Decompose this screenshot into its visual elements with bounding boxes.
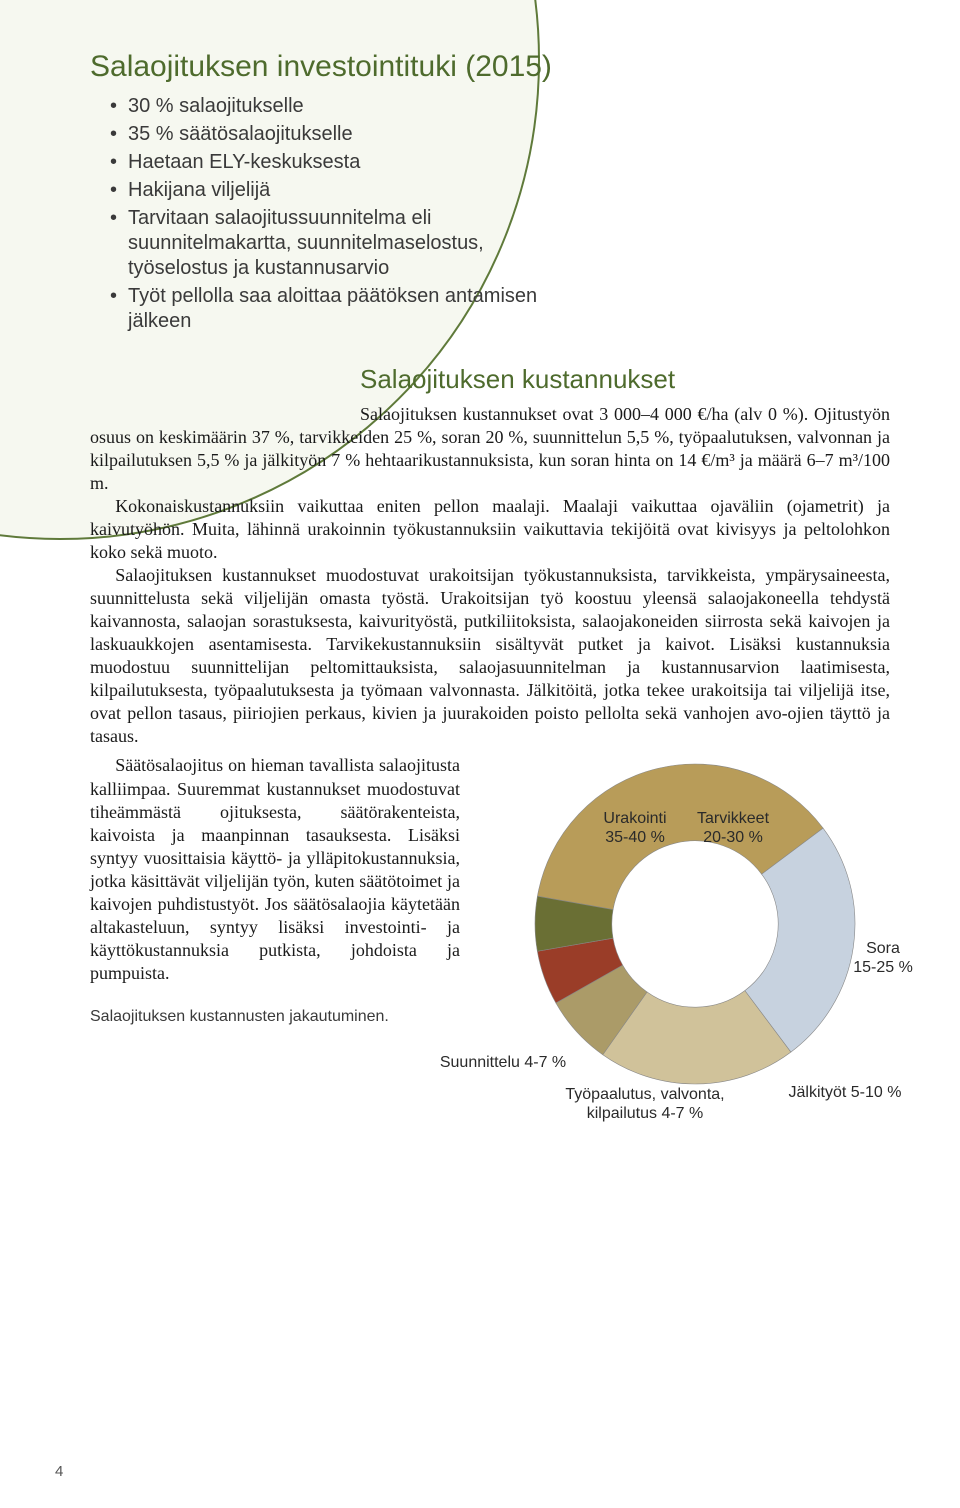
donut-label-jalkityot: Jälkityöt 5-10 % [760, 1084, 930, 1102]
bullet-item: Työt pellolla saa aloittaa päätöksen ant… [110, 284, 540, 334]
box-bullet-list: 30 % salaojitukselle 35 % säätösalaojitu… [110, 94, 540, 334]
side-paragraph: Säätösalaojitus on hieman tavallista sal… [90, 754, 460, 1027]
bullet-item: 35 % säätösalaojitukselle [110, 122, 540, 147]
donut-label-tarvikkeet: Tarvikkeet20-30 % [678, 810, 788, 847]
cost-donut-chart: Urakointi35-40 %Tarvikkeet20-30 %Sora15-… [480, 744, 910, 1104]
donut-label-suunnittelu: Suunnittelu 4-7 % [418, 1054, 588, 1072]
page-number: 4 [55, 1463, 63, 1480]
body-text: Salaojituksen kustannukset ovat 3 000–4 … [90, 403, 890, 748]
paragraph: Kokonaiskustannuksiin vaikuttaa eniten p… [90, 495, 890, 564]
donut-label-urakointi: Urakointi35-40 % [580, 810, 690, 847]
paragraph: Salaojituksen kustannukset muodostuvat u… [90, 564, 890, 748]
bullet-item: Haetaan ELY-keskuksesta [110, 150, 540, 175]
paragraph: Säätösalaojitus on hieman tavallista sal… [90, 754, 460, 984]
donut-label-tyopaalutus: Työpaalutus, valvonta, kilpailutus 4-7 % [560, 1086, 730, 1123]
paragraph: Salaojituksen kustannukset ovat 3 000–4 … [90, 404, 890, 493]
bullet-item: 30 % salaojitukselle [110, 94, 540, 119]
donut-label-sora: Sora15-25 % [798, 940, 960, 977]
bullet-item: Hakijana viljelijä [110, 178, 540, 203]
bullet-item: Tarvitaan salaojitussuunnitelma eli suun… [110, 206, 540, 281]
box-title: Salaojituksen investointituki (2015) [90, 50, 890, 84]
section-title: Salaojituksen kustannukset [360, 364, 890, 395]
chart-caption: Salaojituksen kustannusten jakautuminen. [90, 1007, 460, 1027]
